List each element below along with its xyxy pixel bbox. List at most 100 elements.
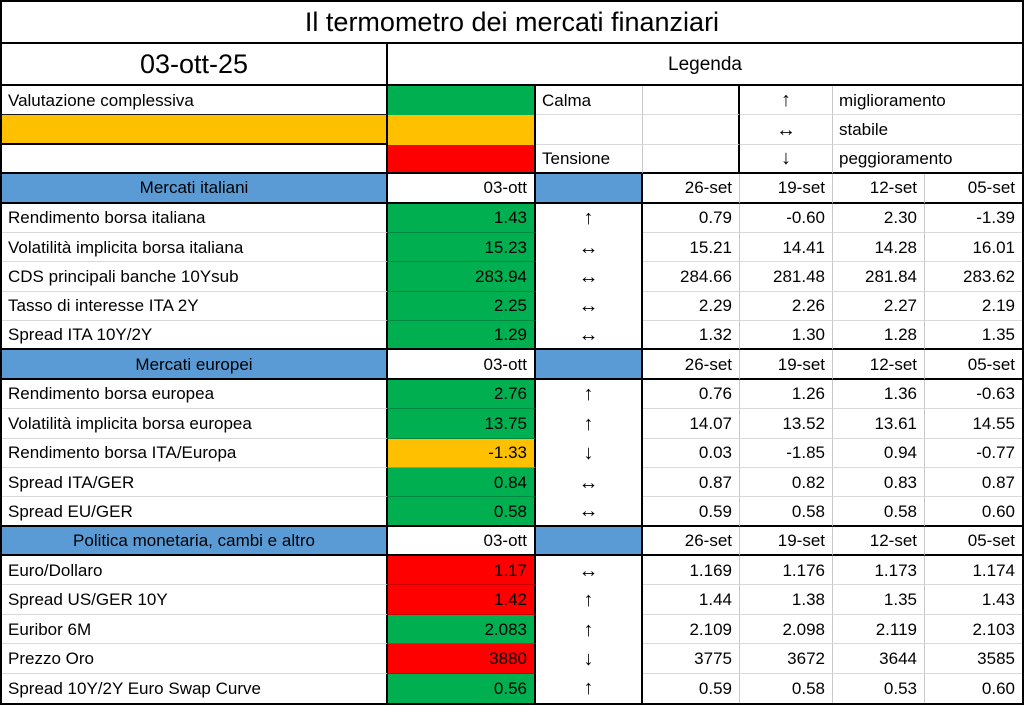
indicator-label: Spread 10Y/2Y Euro Swap Curve [2,673,388,703]
indicator-label: Spread ITA/GER [2,467,388,498]
history-value: 0.94 [833,438,925,468]
history-value: 2.119 [833,614,925,645]
history-value: -1.39 [925,204,1022,233]
down-arrow-icon: ↓ [740,144,833,175]
trend-stable-arrow-icon: ↔ [536,291,643,322]
report-date: 03-ott-25 [2,44,388,86]
history-value: 14.55 [925,409,1022,439]
history-value: 0.87 [643,467,740,498]
history-value: 1.35 [833,585,925,615]
section-header-spacer [536,526,643,557]
trend-up-arrow-icon: ↑ [536,203,643,233]
history-value: 3775 [643,644,740,674]
trend-stable-arrow-icon: ↔ [536,321,643,351]
current-value: 2.083 [388,614,536,645]
history-value: 0.83 [833,467,925,498]
legend-calm-label: Calma [536,86,643,116]
history-value: 0.87 [925,468,1022,498]
history-value: 1.36 [833,379,925,410]
history-date-header: 19-set [740,350,833,380]
history-value: 1.35 [925,321,1022,351]
indicator-label: Volatilità implicita borsa europea [2,409,388,439]
history-value: 0.60 [925,497,1022,527]
history-value: 2.19 [925,292,1022,322]
indicator-label: Spread ITA 10Y/2Y [2,321,388,351]
current-value: 2.76 [388,379,536,410]
indicator-label: Volatilità implicita borsa italiana [2,232,388,263]
indicator-label: Rendimento borsa ITA/Europa [2,438,388,468]
legend-stable-meaning: stabile [833,115,1022,145]
overall-status-indicator [2,115,388,145]
current-value: 0.56 [388,673,536,703]
current-value: 1.43 [388,203,536,233]
legend-title: Legenda [388,44,1022,86]
history-date-header: 19-set [740,174,833,204]
trend-stable-arrow-icon: ↔ [536,232,643,263]
history-value: 0.82 [740,467,833,498]
history-value: 1.169 [643,556,740,586]
history-date-header: 12-set [833,350,925,380]
current-value: 0.84 [388,467,536,498]
history-value: -0.77 [925,439,1022,468]
section-header-spacer [536,350,643,380]
current-date-header: 03-ott [388,350,536,380]
history-date-header: 19-set [740,526,833,557]
trend-stable-arrow-icon: ↔ [536,467,643,498]
current-value: 1.42 [388,585,536,615]
history-value: 2.30 [833,203,925,233]
history-date-header: 26-set [643,350,740,380]
history-value: 2.109 [643,614,740,645]
indicator-label: CDS principali banche 10Ysub [2,262,388,292]
current-value: 2.25 [388,291,536,322]
history-value: 1.174 [925,556,1022,586]
current-value: 15.23 [388,232,536,263]
current-value: 283.94 [388,262,536,292]
history-value: -0.63 [925,380,1022,410]
section-header-2: Politica monetaria, cambi e altro [2,526,388,557]
indicator-label: Spread EU/GER [2,497,388,527]
trend-up-arrow-icon: ↑ [536,379,643,410]
trend-stable-arrow-icon: ↔ [536,556,643,586]
history-value: -1.85 [740,438,833,468]
history-value: 1.32 [643,321,740,351]
history-date-header: 26-set [643,174,740,204]
trend-up-arrow-icon: ↑ [536,673,643,703]
history-value: 2.098 [740,614,833,645]
history-value: 2.27 [833,291,925,322]
history-value: 13.61 [833,409,925,439]
trend-up-arrow-icon: ↑ [536,585,643,615]
legend-tension-label: Tensione [536,144,643,175]
legend-down-meaning: peggioramento [833,145,1022,175]
history-value: 1.173 [833,556,925,586]
history-value: 1.43 [925,585,1022,615]
history-value: 1.44 [643,585,740,615]
history-value: 3585 [925,644,1022,674]
history-value: 0.76 [643,379,740,410]
history-value: 283.62 [925,262,1022,292]
current-value: 1.29 [388,321,536,351]
trend-down-arrow-icon: ↓ [536,644,643,674]
history-value: 0.58 [833,497,925,527]
legend-empty-label [2,144,388,175]
section-header-0: Mercati italiani [2,174,388,204]
overall-assessment-label: Valutazione complessiva [2,86,388,116]
legend-spacer [643,144,740,175]
indicator-label: Tasso di interesse ITA 2Y [2,291,388,322]
history-value: 13.52 [740,409,833,439]
history-value: -0.60 [740,203,833,233]
history-date-header: 12-set [833,174,925,204]
history-value: 0.58 [740,673,833,703]
history-value: 3672 [740,644,833,674]
section-header-spacer [536,174,643,204]
up-arrow-icon: ↑ [740,86,833,116]
legend-swatch-yellow [388,115,536,145]
history-value: 14.28 [833,232,925,263]
legend-middle-label [536,115,643,145]
indicator-label: Rendimento borsa italiana [2,203,388,233]
current-value: 13.75 [388,409,536,439]
legend-swatch-green [388,86,536,116]
indicator-label: Rendimento borsa europea [2,379,388,410]
history-value: 3644 [833,644,925,674]
history-value: 281.48 [740,262,833,292]
